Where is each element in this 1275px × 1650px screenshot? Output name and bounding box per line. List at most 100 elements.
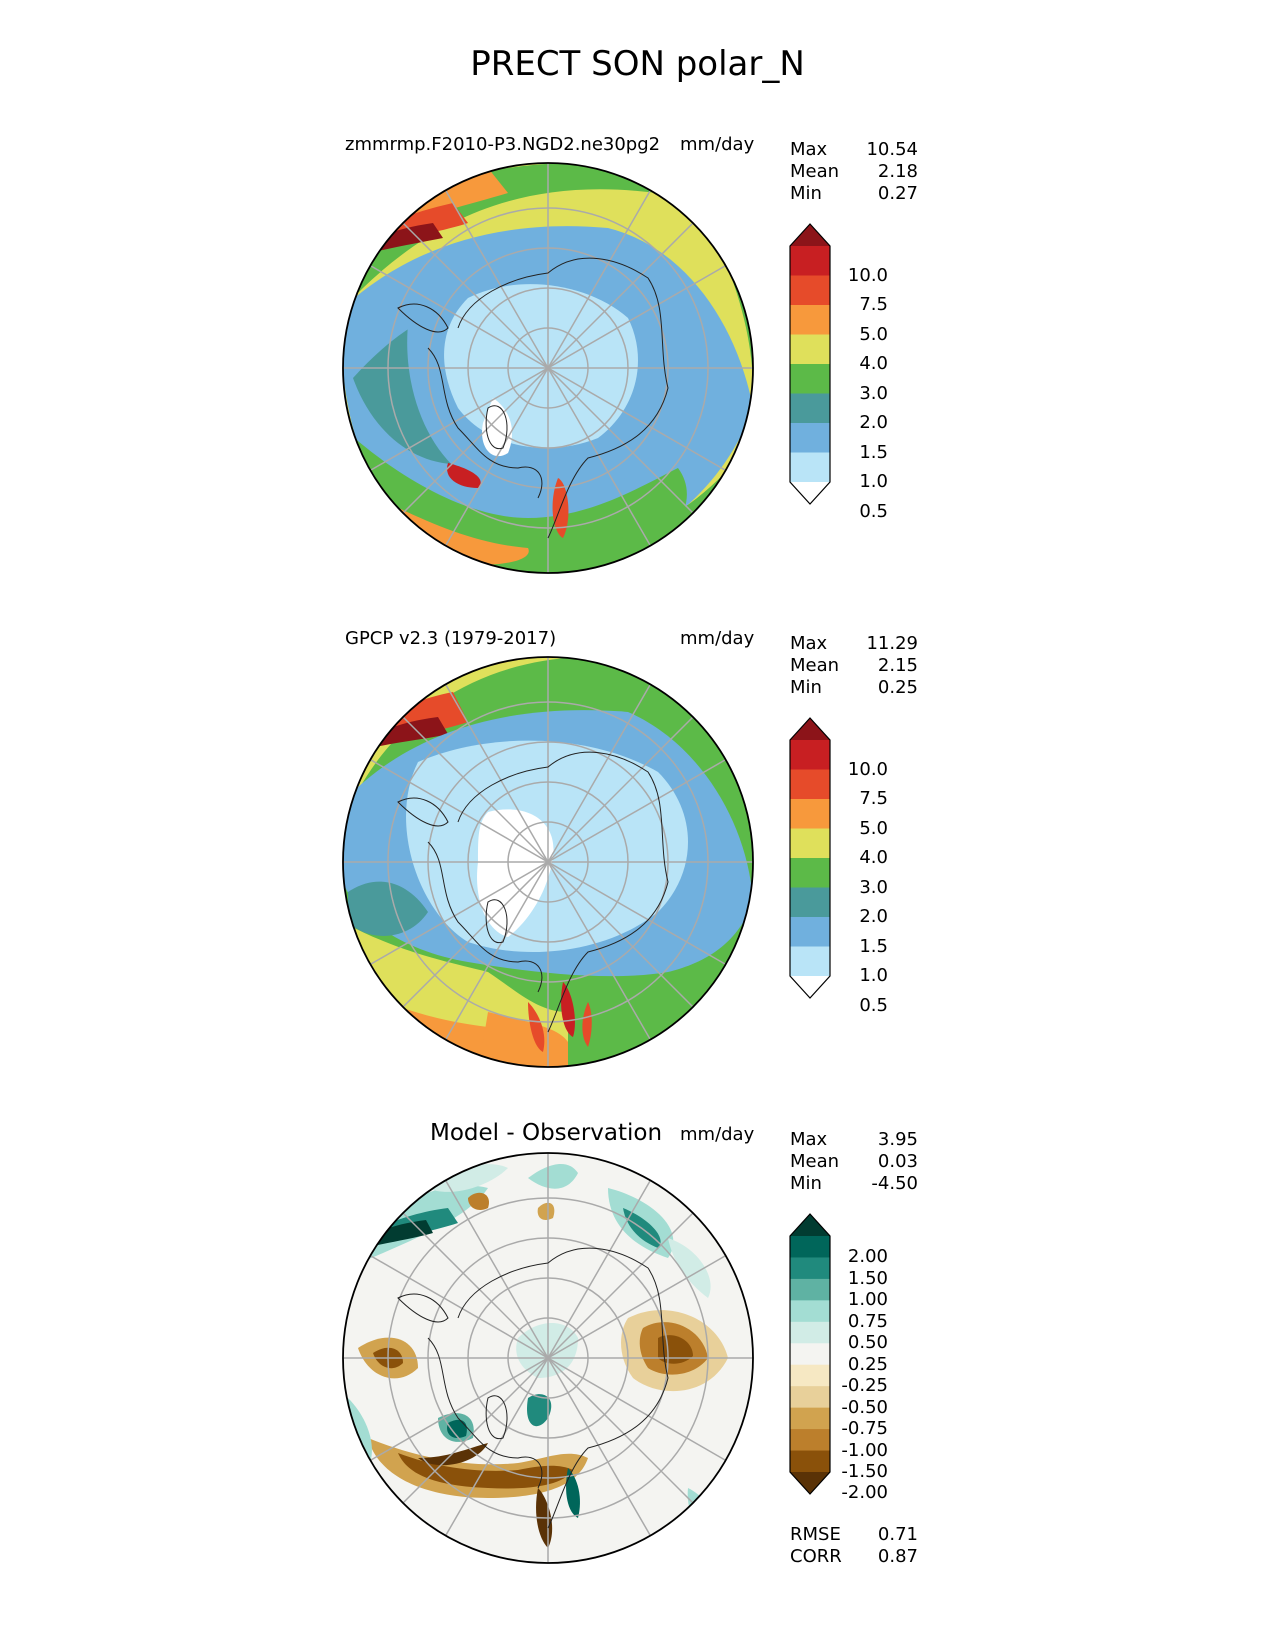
stat-value: 0.27 [877,183,918,204]
stat-value: 3.95 [877,1129,918,1150]
colorbar-tick-label: 7.5 [859,788,888,809]
figure-title: PRECT SON polar_N [470,44,805,84]
colorbar-outline [789,1213,831,1495]
colorbar-tick-label: 2.00 [847,1246,888,1268]
colorbar-tick-label: 5.0 [859,323,888,345]
metric-value: 0.87 [877,1546,918,1567]
colorbar-tick-label: 1.0 [859,965,888,986]
colorbar-tick-label: 0.5 [859,500,888,522]
colorbar-tick-label: -2.00 [841,1482,888,1504]
colorbar-outline [789,223,831,505]
colorbar-tick-label: -0.50 [841,1396,888,1418]
polar-map-observation [342,656,754,1068]
colorbar-tick-label: 2.0 [859,412,888,433]
colorbar-segment [790,305,830,335]
stat-label: Mean [790,1151,840,1172]
colorbar-segment [790,858,830,888]
stat-label: Min [790,677,822,698]
colorbar-tick-label: 0.50 [847,1332,888,1354]
stat-value: 2.15 [877,655,918,676]
stats-block: Max 3.95 Mean 0.03 Min -4.50 [790,1129,918,1195]
colorbar-segment [790,1236,830,1258]
colorbar-extend-max [790,224,830,246]
panel-center-title: Model - Observation [430,1120,663,1146]
colorbar-segment [790,334,830,365]
stat-value: 2.18 [877,161,918,182]
colorbar-tick-label: -0.75 [841,1418,888,1440]
stat-label: Max [790,139,828,160]
stat-value: -4.50 [871,1173,918,1194]
colorbar-tick-label: 3.0 [859,876,888,898]
colorbar-tick-label: 3.0 [859,382,888,404]
colorbar-extend-max [790,1214,830,1236]
stat-label: Mean [790,161,840,182]
metric-value: 0.71 [877,1524,918,1545]
colorbar-segment [790,769,830,800]
polar-map-model [342,162,754,574]
stat-value: 0.03 [877,1151,918,1172]
colorbar-extend-min [790,976,830,998]
panel-units: mm/day [680,134,755,155]
colorbar-extend-min [790,1472,830,1494]
colorbar-tick-label: 1.5 [859,935,888,957]
colorbar-segment [790,740,830,770]
colorbar-extend-min [790,482,830,504]
stats-block: Max 11.29 Mean 2.15 Min 0.25 [790,633,918,699]
stat-label: Max [790,633,828,654]
colorbar-extend-max [790,718,830,740]
stat-value: 0.25 [877,677,918,698]
colorbar-segment [790,423,830,453]
stat-value: 10.54 [866,139,918,160]
polar-map-difference [342,1152,754,1564]
metric-label: RMSE [790,1524,841,1545]
colorbar-segment [790,1450,830,1473]
stat-label: Min [790,183,822,204]
colorbar-segment [790,799,830,829]
metric-label: CORR [790,1546,842,1567]
colorbar-tick-label: 1.5 [859,441,888,463]
stat-label: Min [790,1173,822,1194]
colorbar-observation [789,717,831,999]
colorbar-segment [790,1343,830,1366]
colorbar-outline [789,717,831,999]
colorbar-segment [790,917,830,947]
colorbar-segment [790,364,830,394]
colorbar-tick-label: 4.0 [859,353,888,374]
colorbar-segment [790,246,830,276]
stat-label: Max [790,1129,828,1150]
colorbar-tick-label: 0.75 [847,1310,888,1332]
colorbar-segment [790,1321,830,1344]
colorbar-tick-label: -1.50 [841,1461,888,1482]
panel-left-title: zmmrmp.F2010-P3.NGD2.ne30pg2 [345,134,661,155]
colorbar-tick-label: 5.0 [859,817,888,839]
colorbar-tick-label: 0.5 [859,994,888,1016]
colorbar-tick-label: 10.0 [847,758,888,780]
panel-left-title: GPCP v2.3 (1979-2017) [345,628,557,649]
colorbar-tick-label: 4.0 [859,847,888,868]
colorbar-tick-label: 2.0 [859,906,888,927]
colorbar-tick-label: 10.0 [847,264,888,286]
metrics-block: RMSE 0.71 CORR 0.87 [790,1524,918,1568]
colorbar-segment [790,1257,830,1280]
colorbar-difference [789,1213,831,1495]
panel-units: mm/day [680,628,755,649]
colorbar-tick-label: 1.0 [859,471,888,492]
colorbar-tick-label: 1.50 [847,1267,888,1289]
stat-value: 11.29 [866,633,918,654]
colorbar-tick-label: 0.25 [847,1353,888,1375]
colorbar-tick-label: 7.5 [859,294,888,315]
colorbar-segment [790,1300,830,1323]
colorbar-tick-label: 1.00 [847,1289,888,1311]
colorbar-segment [790,393,830,424]
colorbar-segment [790,275,830,306]
stat-label: Mean [790,655,840,676]
colorbar-segment [790,1364,830,1387]
colorbar-segment [790,1386,830,1409]
colorbar-tick-label: -0.25 [841,1375,888,1397]
colorbar-segment [790,1429,830,1452]
colorbar-model [789,223,831,505]
colorbar-segment [790,887,830,918]
colorbar-segment [790,1407,830,1430]
panel-units: mm/day [680,1124,755,1145]
colorbar-segment [790,452,830,483]
